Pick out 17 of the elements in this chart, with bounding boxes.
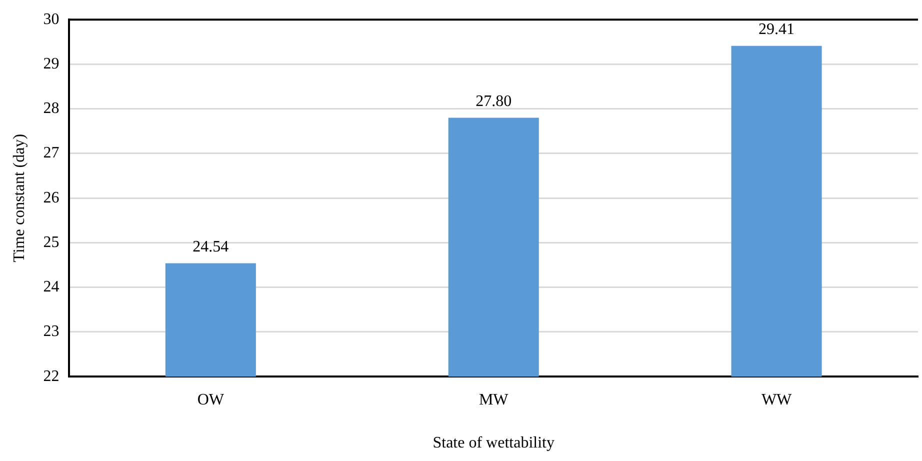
y-tick-label: 29 [43, 55, 60, 72]
y-tick-label: 27 [43, 144, 60, 162]
y-tick-label: 23 [43, 323, 60, 340]
y-tick-label: 22 [43, 368, 60, 385]
data-label: 24.54 [192, 238, 229, 256]
y-axis-title: Time constant (day) [10, 134, 28, 262]
x-axis-title: State of wettability [432, 434, 554, 452]
data-label: 27.80 [476, 92, 512, 110]
data-label: 29.41 [758, 21, 795, 38]
y-tick-label: 26 [43, 189, 60, 206]
y-tick-label: 28 [43, 100, 60, 118]
y-tick-label: 24 [43, 278, 60, 296]
x-tick-label: OW [197, 391, 225, 408]
x-tick-label: WW [761, 391, 793, 408]
y-tick-label: 25 [43, 234, 60, 251]
x-tick-label: MW [478, 391, 510, 408]
y-tick-label: 30 [43, 10, 60, 28]
